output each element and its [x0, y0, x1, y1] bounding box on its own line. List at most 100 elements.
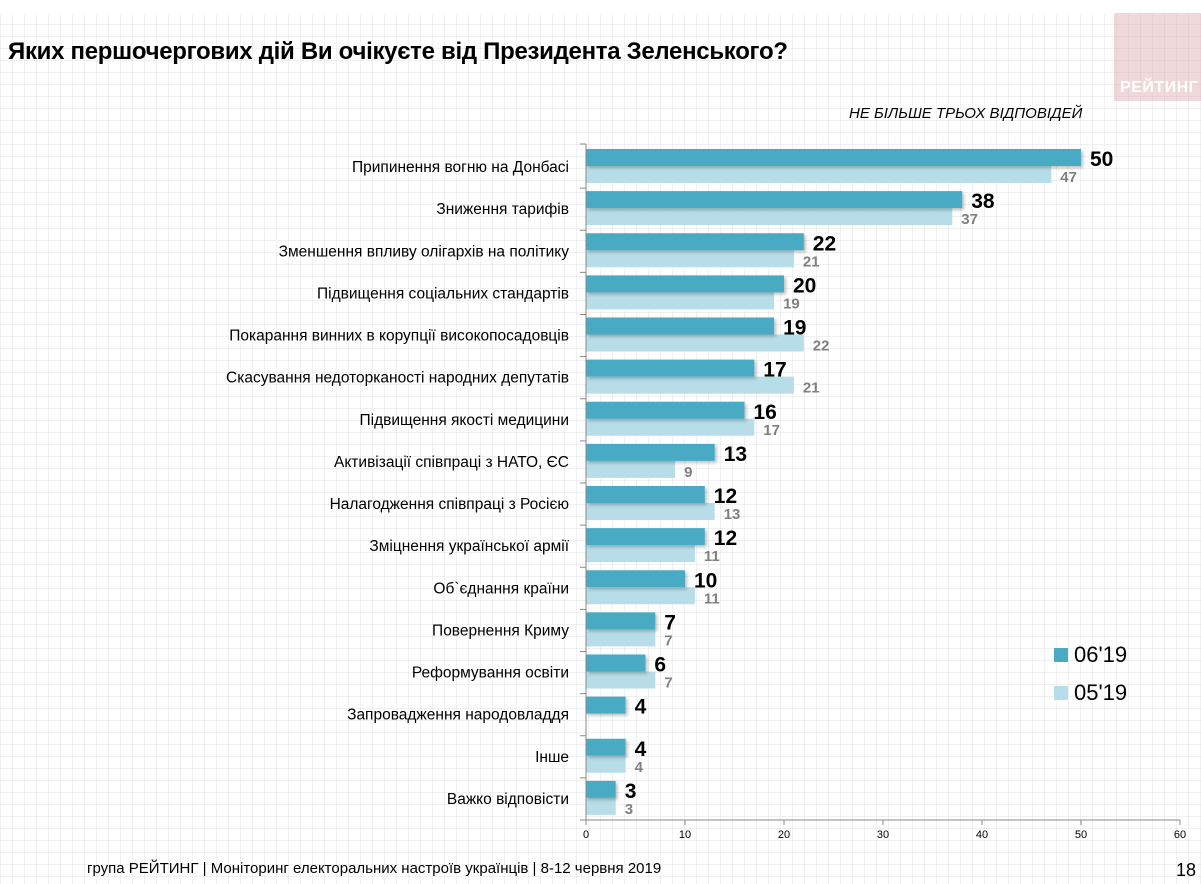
value-label-previous: 37 — [961, 211, 978, 228]
bar-current — [586, 191, 963, 209]
value-label-previous: 7 — [664, 675, 672, 692]
legend-item-current: 06'19 — [1054, 636, 1127, 674]
value-label-previous: 17 — [763, 422, 780, 439]
category-label: Об`єднання країни — [433, 580, 569, 597]
bar-previous — [586, 334, 804, 352]
bar-previous — [586, 460, 676, 478]
category-label: Зниження тарифів — [436, 201, 569, 218]
bar-current — [586, 149, 1081, 166]
x-tick-label: 0 — [583, 829, 589, 841]
x-tick-label: 60 — [1174, 829, 1186, 841]
category-label: Налагодження співпраці з Росією — [330, 496, 569, 513]
category-label: Активізації співпраці з НАТО, ЄС — [334, 454, 569, 471]
value-label-current: 3 — [625, 780, 637, 803]
bar-current — [586, 486, 705, 503]
value-label-current: 50 — [1090, 148, 1113, 171]
bar-previous — [586, 418, 755, 436]
legend-item-previous: 05'19 — [1054, 674, 1127, 712]
value-label-current: 12 — [714, 485, 737, 508]
bar-current — [586, 359, 755, 377]
bar-current — [586, 275, 784, 293]
legend-swatch-previous — [1054, 686, 1068, 700]
category-label: Покарання винних в корупції високопосадо… — [229, 328, 569, 345]
bars — [586, 149, 1081, 815]
value-label-current: 20 — [793, 274, 816, 297]
category-label: Повернення Криму — [432, 622, 569, 639]
page-number: 18 — [1176, 860, 1197, 880]
value-label-previous: 11 — [704, 590, 720, 607]
bar-previous — [586, 545, 695, 563]
value-label-previous: 47 — [1060, 169, 1077, 186]
category-label: Скасування недоторканості народних депут… — [226, 370, 569, 387]
value-label-current: 17 — [763, 359, 786, 382]
bar-previous — [586, 755, 626, 773]
chart-subtitle-note: НЕ БІЛЬШЕ ТРЬОХ ВІДПОВІДЕЙ — [849, 105, 1083, 122]
legend-label-previous: 05'19 — [1074, 680, 1128, 705]
value-label-previous: 22 — [813, 338, 830, 355]
value-label-current: 16 — [753, 401, 776, 424]
axes: 0 10 20 30 40 50 60 — [580, 143, 1186, 841]
bar-current — [586, 738, 626, 756]
category-label: Важко відповісти — [447, 791, 569, 808]
rating-logo: РЕЙТИНГ — [1114, 13, 1201, 101]
bar-previous — [586, 376, 794, 394]
category-label: Підвищення соціальних стандартів — [317, 285, 569, 302]
value-label-current: 10 — [694, 569, 717, 592]
category-label: Підвищення якості медицини — [360, 412, 570, 429]
value-label-previous: 9 — [684, 464, 692, 481]
x-tick-label: 20 — [778, 829, 790, 841]
footer-source: група РЕЙТИНГ | Моніторинг електоральних… — [87, 860, 662, 877]
category-label: Запровадження народовладдя — [347, 707, 569, 724]
value-label-previous: 11 — [704, 548, 720, 565]
bar-current — [586, 233, 804, 251]
chart-title: Яких першочергових дій Ви очікуєте від П… — [8, 38, 788, 65]
bar-previous — [586, 587, 695, 605]
x-tick-label: 40 — [976, 829, 988, 841]
category-label: Зміцнення української армії — [369, 538, 569, 555]
category-labels: Припинення вогню на Донбасі Зниження тари… — [226, 159, 570, 808]
category-label: Інше — [535, 749, 569, 766]
value-label-current: 4 — [635, 738, 647, 761]
value-label-current: 7 — [664, 611, 676, 634]
value-label-previous: 4 — [635, 759, 644, 776]
value-label-current: 6 — [654, 654, 666, 677]
value-label-current: 4 — [635, 696, 647, 719]
value-label-current: 19 — [783, 317, 806, 340]
category-label: Припинення вогню на Донбасі — [352, 159, 569, 176]
value-label-previous: 21 — [803, 253, 820, 270]
bar-previous — [586, 797, 616, 815]
bar-previous — [586, 166, 1052, 183]
value-labels: 5047383722212019192217211617139121312111… — [625, 148, 1114, 818]
x-tick-label: 30 — [877, 829, 889, 841]
legend: 06'19 05'19 — [1054, 636, 1127, 712]
bar-current — [586, 570, 685, 588]
bar-current — [586, 612, 656, 630]
bar-current — [586, 401, 745, 419]
value-label-previous: 21 — [803, 380, 820, 397]
x-tick-label: 50 — [1075, 829, 1087, 841]
bar-previous — [586, 671, 656, 689]
top-strip — [0, 0, 1201, 14]
bar-previous — [586, 629, 656, 647]
value-label-current: 22 — [813, 232, 836, 255]
category-label: Зменшення впливу олігархів на політику — [279, 243, 570, 260]
value-label-previous: 3 — [625, 801, 633, 818]
value-label-current: 12 — [714, 527, 737, 550]
legend-label-current: 06'19 — [1074, 642, 1128, 667]
legend-swatch-current — [1054, 648, 1068, 662]
bar-previous — [586, 250, 794, 268]
bar-previous — [586, 503, 715, 520]
bar-current — [586, 696, 626, 714]
value-label-previous: 13 — [724, 506, 741, 523]
value-label-previous: 7 — [664, 632, 672, 649]
value-label-current: 38 — [971, 190, 995, 213]
bar-previous — [586, 292, 775, 310]
bar-current — [586, 780, 616, 798]
value-label-previous: 19 — [783, 295, 800, 312]
bar-current — [586, 317, 775, 335]
value-label-current: 13 — [724, 443, 747, 466]
x-tick-label: 10 — [679, 829, 691, 841]
bar-previous — [586, 208, 953, 226]
logo-text: РЕЙТИНГ — [1120, 79, 1199, 96]
